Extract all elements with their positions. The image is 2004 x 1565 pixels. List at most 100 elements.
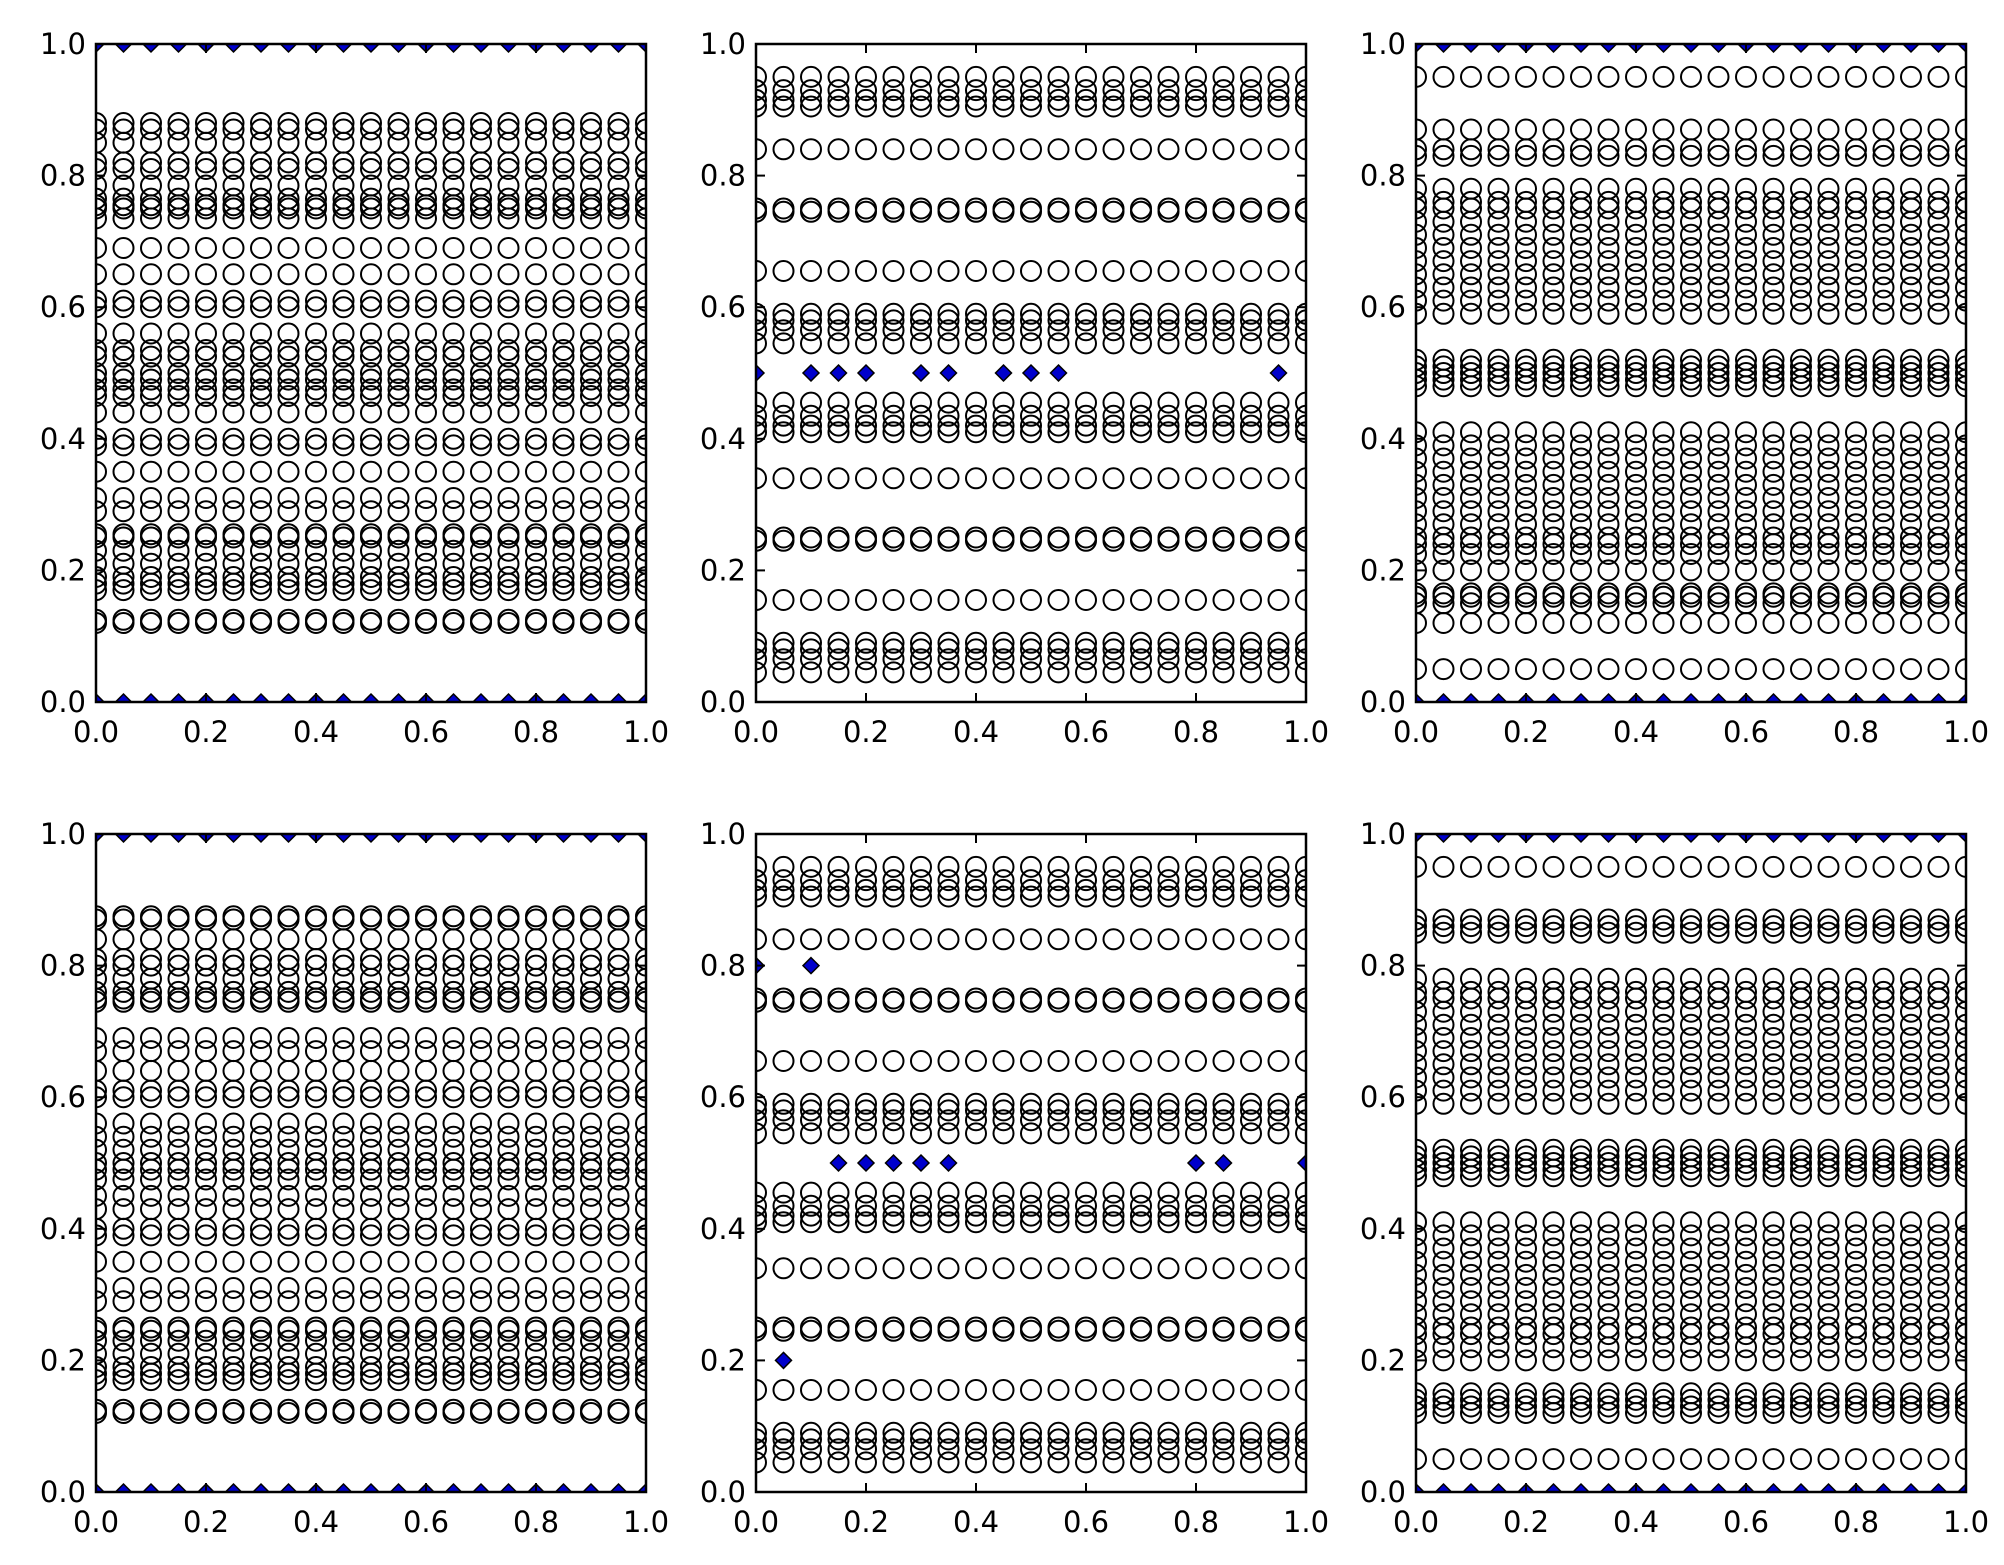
open-circle-point (112, 263, 135, 286)
open-circle-point (1047, 878, 1070, 901)
open-circle-point (800, 1438, 822, 1461)
diamond-point (609, 692, 628, 702)
open-circle-point (607, 263, 630, 286)
open-circle-point (1542, 1263, 1565, 1286)
open-circle-point (1157, 319, 1180, 342)
open-circle-point (1625, 1395, 1647, 1418)
open-circle-point (167, 322, 190, 345)
open-circle-point (167, 500, 190, 523)
open-circle-point (1295, 1109, 1306, 1132)
open-circle-point (756, 1204, 767, 1227)
open-circle-point (937, 1211, 960, 1234)
open-circle-point (1597, 1388, 1620, 1411)
open-circle-point (1542, 543, 1565, 565)
open-circle-point (1432, 592, 1455, 615)
open-circle-point (1927, 1040, 1950, 1063)
open-circle-point (222, 1112, 245, 1135)
open-circle-point (1212, 79, 1235, 102)
open-circle-point (635, 1369, 646, 1392)
open-circle-point (470, 1356, 492, 1378)
open-circle-point (1157, 197, 1180, 220)
open-circle-point (1680, 190, 1702, 213)
open-circle-point (332, 487, 355, 509)
open-circle-point (800, 138, 822, 161)
open-circle-point (1267, 1181, 1290, 1204)
open-circle-point (96, 194, 107, 217)
open-circle-point (1460, 1092, 1482, 1115)
open-circle-point (1625, 276, 1647, 299)
open-circle-point (1652, 543, 1675, 565)
open-circle-point (470, 539, 492, 562)
open-circle-point (882, 1316, 905, 1339)
open-circle-point (442, 1027, 465, 1049)
open-circle-point (1075, 309, 1097, 332)
open-circle-point (1927, 487, 1950, 509)
open-circle-point (1240, 95, 1262, 118)
open-circle-point (140, 980, 162, 1003)
open-circle-point (222, 1086, 245, 1109)
open-circle-point (1515, 1138, 1537, 1161)
open-circle-point (1460, 487, 1482, 509)
open-circle-point (1872, 348, 1895, 371)
open-circle-point (1955, 582, 1966, 605)
open-circle-point (1267, 467, 1290, 490)
open-circle-point (1845, 355, 1867, 378)
open-circle-point (1416, 1158, 1427, 1181)
open-circle-point (800, 95, 822, 118)
open-circle-point (635, 385, 646, 407)
open-circle-point (1790, 592, 1812, 615)
open-circle-point (1020, 1181, 1042, 1204)
open-circle-point (96, 980, 107, 1003)
open-circle-point (167, 539, 190, 562)
diamond-point (636, 834, 646, 844)
open-circle-point (1817, 1316, 1840, 1339)
diamond-point (609, 1482, 628, 1492)
y-tick-label: 0.4 (1360, 1212, 1406, 1246)
open-circle-point (250, 187, 272, 210)
open-circle-point (1707, 1303, 1730, 1326)
open-circle-point (1652, 263, 1675, 286)
open-circle-point (1735, 1250, 1757, 1273)
open-circle-point (1680, 921, 1702, 944)
open-circle-point (1185, 421, 1207, 444)
open-circle-point (800, 878, 822, 901)
open-circle-point (1542, 473, 1565, 496)
open-circle-point (1515, 1013, 1537, 1036)
open-circle-point (635, 1217, 646, 1240)
open-circle-point (1416, 1027, 1427, 1049)
open-circle-point (277, 174, 300, 197)
open-circle-point (772, 878, 795, 901)
open-circle-point (222, 289, 245, 312)
open-circle-point (635, 322, 646, 345)
open-circle-point (1900, 1395, 1922, 1418)
open-circle-point (1927, 1138, 1950, 1161)
open-circle-point (756, 1109, 767, 1132)
open-circle-point (442, 339, 465, 361)
diamond-point (1901, 692, 1921, 702)
open-circle-point (1872, 177, 1895, 200)
open-circle-point (1652, 473, 1675, 496)
y-tick-label: 0.8 (40, 949, 86, 983)
open-circle-point (1625, 1237, 1647, 1260)
open-circle-point (1845, 1145, 1867, 1168)
open-circle-point (415, 579, 437, 602)
open-circle-point (1515, 190, 1537, 213)
open-circle-point (1416, 1079, 1427, 1102)
open-circle-point (910, 1257, 932, 1280)
diamond-point (444, 834, 463, 844)
open-circle-point (800, 1092, 822, 1115)
open-circle-point (332, 905, 355, 928)
open-circle-point (1487, 1382, 1510, 1405)
open-circle-point (1542, 302, 1565, 325)
open-circle-point (756, 65, 767, 88)
open-circle-point (1130, 332, 1152, 355)
open-circle-point (195, 345, 217, 368)
open-circle-point (1872, 447, 1895, 470)
open-circle-point (635, 1158, 646, 1181)
open-circle-point (1790, 1237, 1812, 1260)
open-circle-point (1652, 967, 1675, 990)
open-circle-point (937, 589, 960, 611)
diamond-point (1956, 834, 1966, 844)
open-circle-point (607, 378, 630, 401)
open-circle-point (1597, 1066, 1620, 1089)
